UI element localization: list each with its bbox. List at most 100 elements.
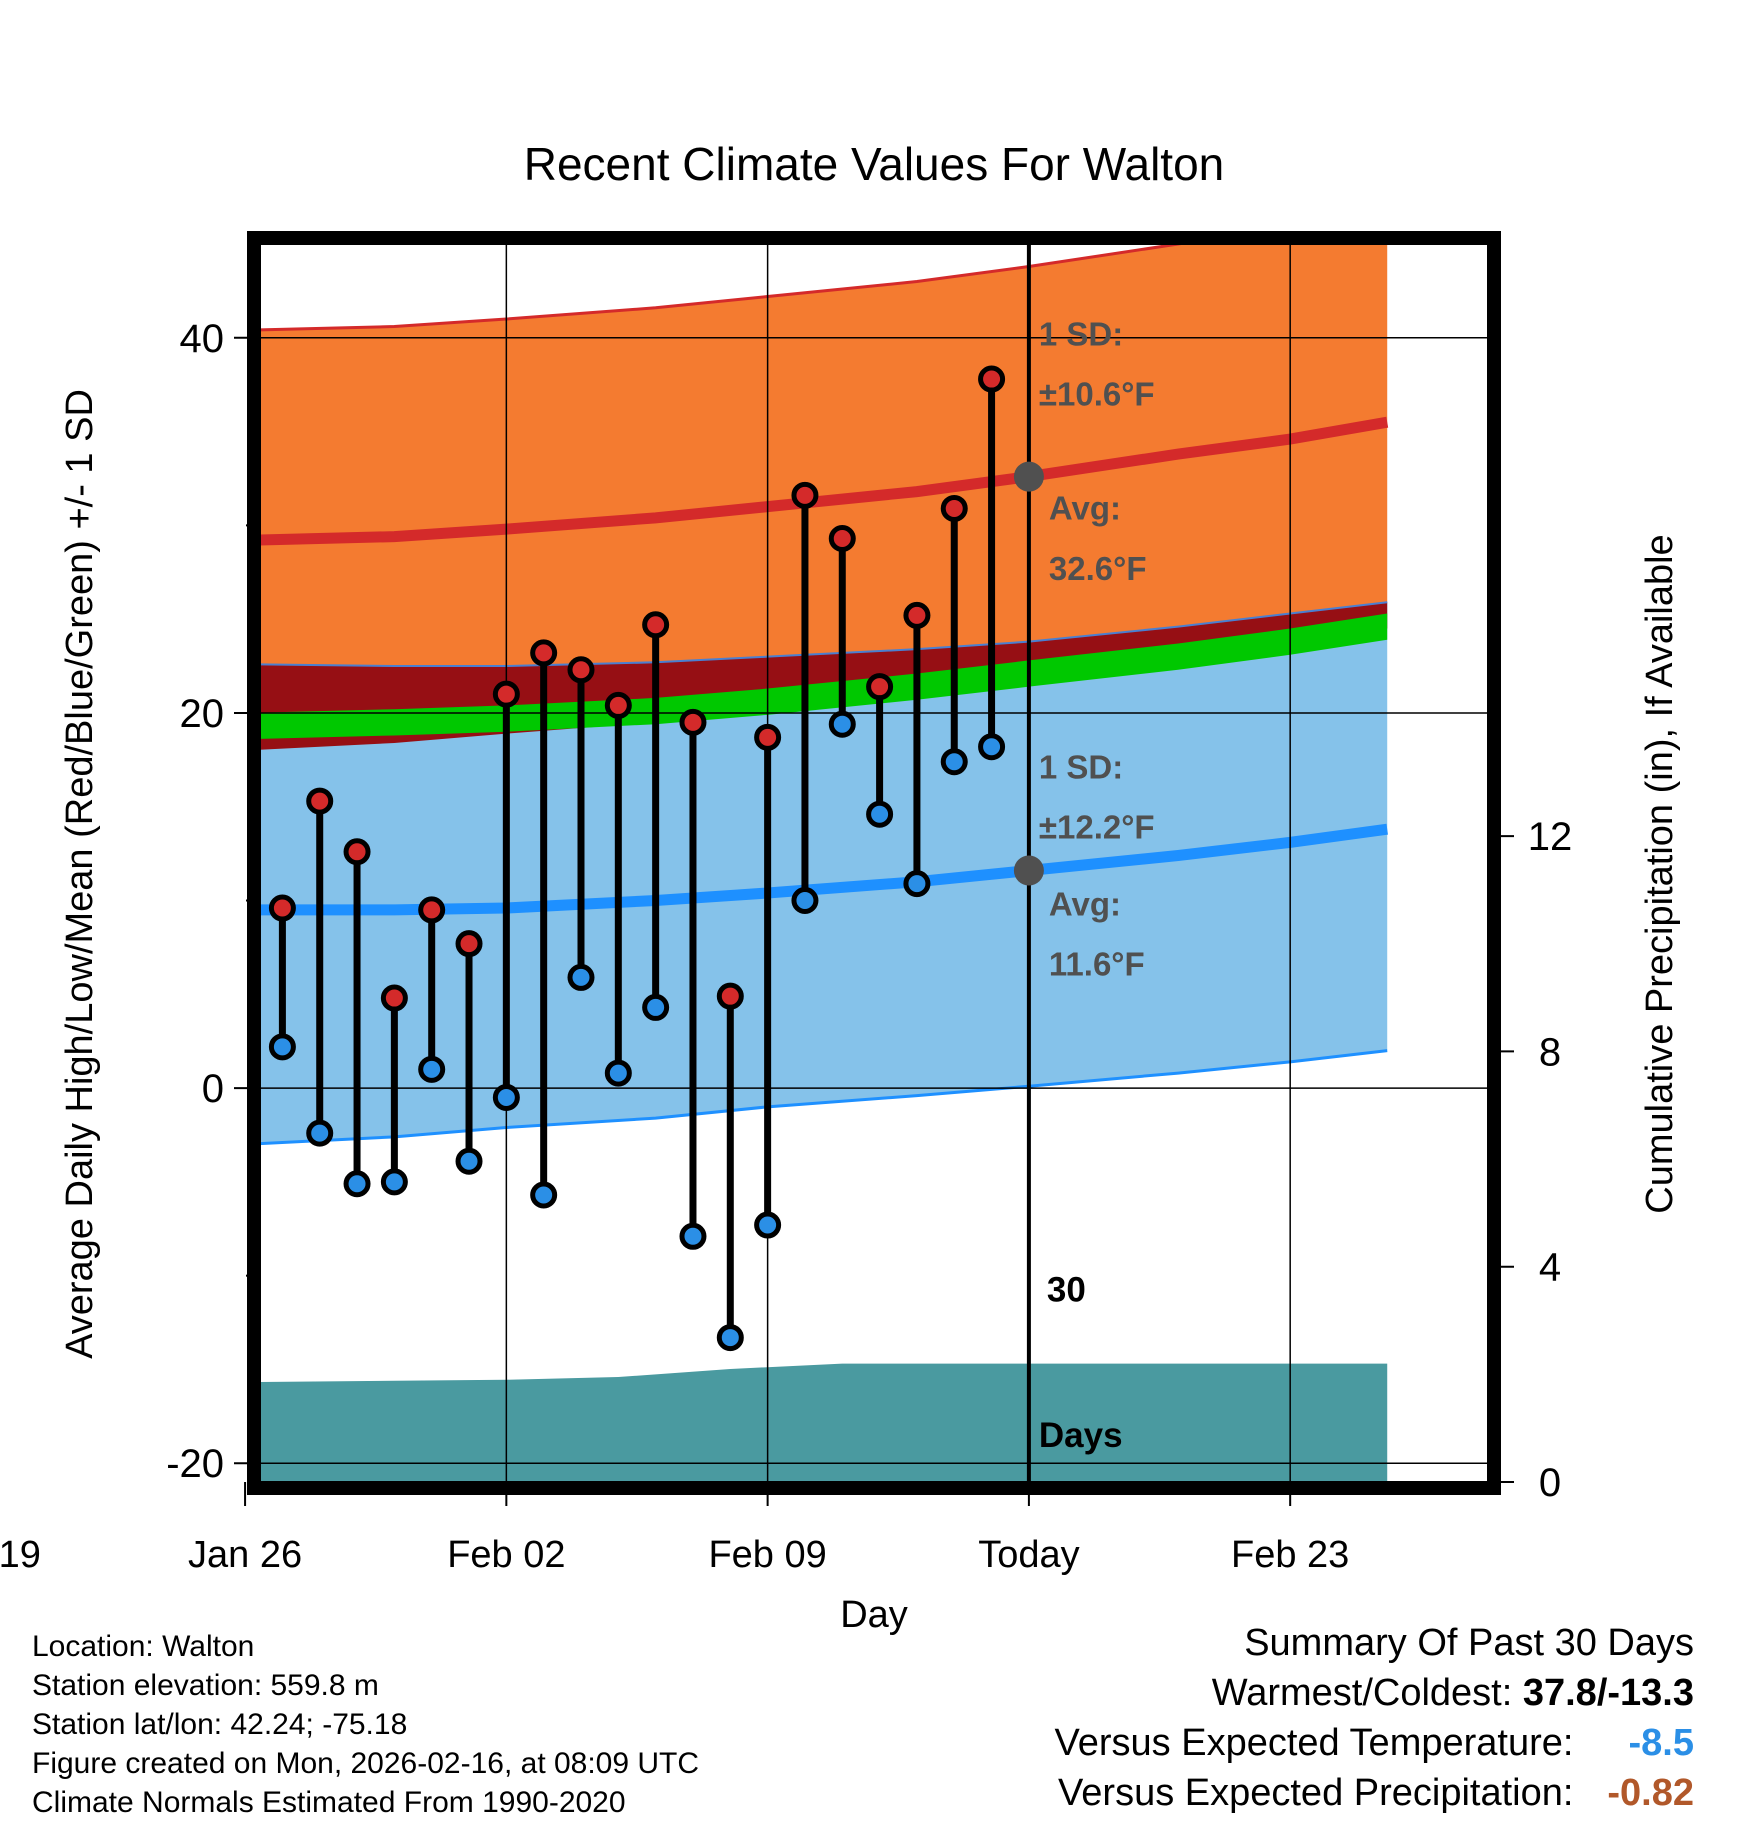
y2-axis-label: Cumulative Precipitation (in), If Availa… — [1639, 534, 1681, 1213]
low-sd-value: ±12.2°F — [1039, 809, 1155, 846]
station-elevation: Station elevation: 559.8 m — [32, 1669, 379, 1702]
y-tick-label: 40 — [180, 317, 225, 361]
figure-created: Figure created on Mon, 2026-02-16, at 08… — [32, 1747, 700, 1780]
x-tick-label: Today — [978, 1534, 1079, 1576]
daily-low-point — [122, 1113, 144, 1135]
daily-low-point — [791, 887, 819, 915]
y-tick-label: -20 — [166, 1442, 224, 1486]
high-sd-value: ±10.6°F — [1039, 375, 1155, 412]
daily-low-point — [604, 1059, 632, 1087]
high-avg-label: Avg: — [1049, 490, 1121, 527]
daily-high-point — [380, 984, 408, 1012]
climate-normals-note: Climate Normals Estimated From 1990-2020 — [32, 1786, 626, 1819]
daily-high-point — [159, 998, 181, 1020]
precip-label: Versus Expected Precipitation: — [1058, 1772, 1574, 1814]
plot-area: 1 SD: ±10.6°F Avg: 32.6°F 1 SD: ±12.2°F Avg: 11… — [0, 231, 1573, 1576]
daily-high-point — [978, 365, 1006, 393]
daily-high-point — [828, 524, 856, 552]
summary-panel: Summary Of Past 30 Days Warmest/Coldest:… — [1055, 1618, 1694, 1818]
high-avg-value: 32.6°F — [1049, 550, 1147, 587]
daily-high-point — [122, 711, 144, 733]
daily-high-point — [604, 691, 632, 719]
summary-warmest-row: Warmest/Coldest: 37.8/-13.3 — [1055, 1668, 1694, 1718]
x-tick-label: Feb 02 — [447, 1534, 565, 1576]
daily-low-point — [567, 963, 595, 991]
daily-low-point — [380, 1168, 408, 1196]
daily-high-point — [492, 680, 520, 708]
daily-low-point — [642, 993, 670, 1021]
daily-high-point — [306, 787, 334, 815]
daily-high-point — [903, 601, 931, 629]
daily-low-point — [828, 710, 856, 738]
x-tick-label: Jan 26 — [188, 1534, 302, 1576]
y-axis-label: Average Daily High/Low/Mean (Red/Blue/Gr… — [59, 389, 101, 1359]
low-avg-value: 11.6°F — [1049, 946, 1145, 983]
daily-low-point — [530, 1181, 558, 1209]
plot-content: 1 SD: ±10.6°F Avg: 32.6°F 1 SD: ±12.2°F Avg: 11… — [10, 244, 1488, 1482]
temp-value: -8.5 — [1628, 1722, 1694, 1764]
daily-high-point — [418, 896, 446, 924]
daily-high-point — [940, 494, 968, 522]
daily-low-point — [268, 1033, 296, 1061]
daily-high-point — [679, 708, 707, 736]
summary-temp-row: Versus Expected Temperature: -8.5 — [1055, 1718, 1694, 1768]
station-info: Location: Walton Station elevation: 559.… — [32, 1627, 699, 1822]
daily-low-point — [418, 1055, 446, 1083]
y2-tick-label: 0 — [1539, 1461, 1561, 1505]
station-location: Location: Walton — [32, 1630, 255, 1663]
today-high-avg-marker — [1013, 461, 1044, 492]
daily-low-point — [343, 1170, 371, 1198]
chart-title: Recent Climate Values For Walton — [524, 138, 1225, 190]
low-lower-line — [260, 1049, 1388, 1146]
daily-low-point — [903, 870, 931, 898]
daily-high-point — [754, 723, 782, 751]
daily-high-point — [716, 982, 744, 1010]
daily-low-point — [940, 748, 968, 776]
daily-high-point — [343, 838, 371, 866]
daily-high-point — [866, 673, 894, 701]
daily-low-point — [159, 1203, 181, 1225]
x-tick-label: Feb 23 — [1231, 1534, 1349, 1576]
high-sd-band — [260, 244, 1388, 667]
daily-low-point — [866, 800, 894, 828]
y-tick-label: 20 — [180, 692, 225, 736]
precip-days-label: Days — [1039, 1416, 1123, 1455]
high-avg-line — [260, 416, 1389, 546]
y2-tick-label: 12 — [1528, 815, 1573, 859]
precip-days-count: 30 — [1047, 1271, 1086, 1310]
precip-value: -0.82 — [1607, 1772, 1694, 1814]
daily-low-point — [978, 733, 1006, 761]
summary-precip-row: Versus Expected Precipitation: -0.82 — [1055, 1768, 1694, 1818]
daily-low-point — [10, 1049, 32, 1071]
daily-low-point — [716, 1324, 744, 1352]
high-upper-line — [260, 244, 1188, 332]
warmest-value: 37.8/-13.3 — [1522, 1672, 1694, 1714]
plot-frame — [247, 231, 1501, 1495]
x-axis-label: Day — [840, 1594, 908, 1636]
precipitation-area — [260, 1363, 1388, 1482]
daily-high-point — [268, 894, 296, 922]
daily-high-point — [567, 656, 595, 684]
y2-tick-label: 4 — [1539, 1246, 1561, 1290]
summary-heading: Summary Of Past 30 Days — [1244, 1622, 1694, 1664]
low-sd-label: 1 SD: — [1039, 749, 1123, 786]
today-low-avg-marker — [1013, 855, 1044, 886]
x-tick-label: Feb 09 — [708, 1534, 826, 1576]
daily-high-point — [642, 611, 670, 639]
daily-high-point — [455, 930, 483, 958]
low-avg-label: Avg: — [1049, 886, 1121, 923]
daily-low-point — [455, 1147, 483, 1175]
daily-high-point — [197, 754, 219, 776]
high-sd-label: 1 SD: — [1039, 315, 1123, 352]
warmest-label: Warmest/Coldest: — [1211, 1672, 1513, 1714]
y-tick-label: 0 — [202, 1067, 224, 1111]
station-latlon: Station lat/lon: 42.24; -75.18 — [32, 1708, 408, 1741]
temp-label: Versus Expected Temperature: — [1054, 1722, 1574, 1764]
daily-high-point — [791, 481, 819, 509]
y2-tick-label: 8 — [1539, 1030, 1561, 1074]
daily-low-point — [492, 1083, 520, 1111]
x-tick-label: Jan 19 — [0, 1534, 41, 1576]
daily-low-point — [679, 1222, 707, 1250]
daily-high-point — [10, 876, 32, 898]
